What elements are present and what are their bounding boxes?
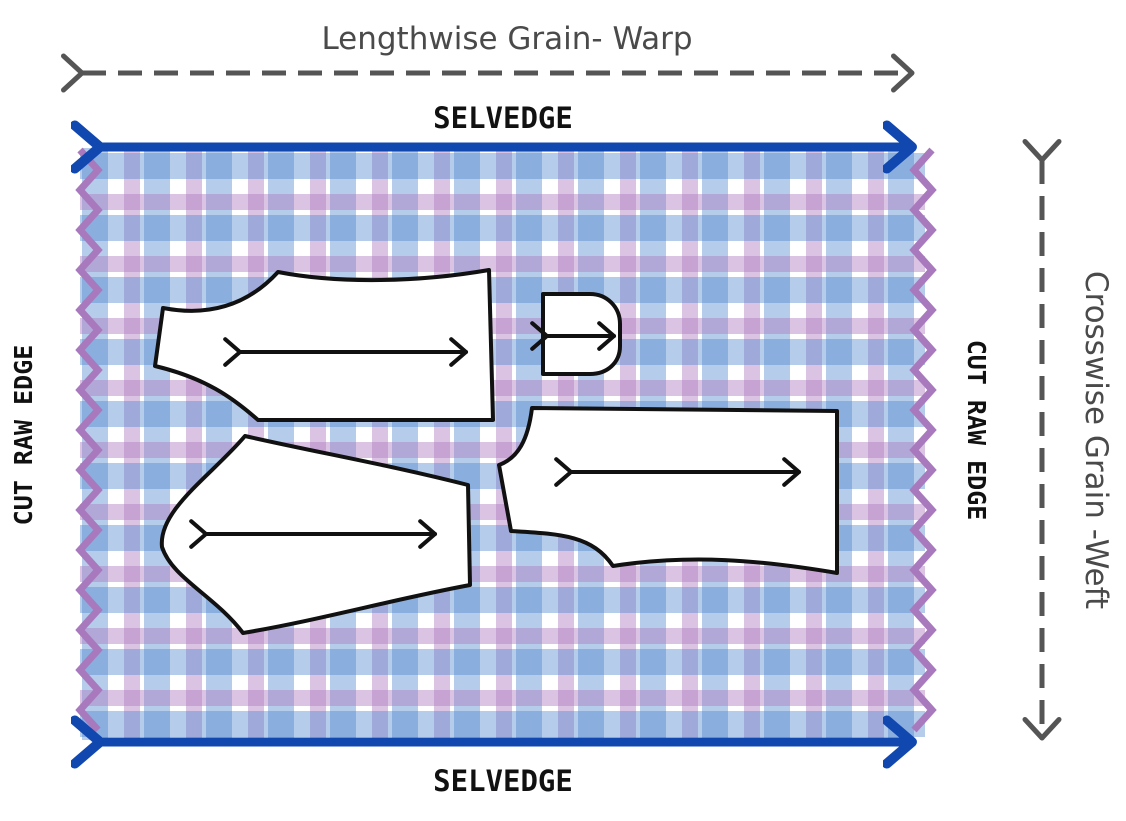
plaid-stripe-horizontal-purple (80, 256, 925, 272)
plaid-stripe-horizontal-purple (80, 628, 925, 644)
plaid-stripe-horizontal-blue (80, 277, 925, 303)
plaid-stripe-vertical-blue (144, 148, 170, 740)
plaid-stripe-vertical-blue (454, 148, 480, 740)
plaid-stripe-horizontal-blue (80, 649, 925, 675)
warp-label: Lengthwise Grain- Warp (321, 21, 692, 57)
plaid-stripe-horizontal-blue (80, 153, 925, 179)
right-piece (497, 406, 839, 575)
plaid-stripe-vertical-blue (888, 148, 914, 740)
selvedge-bottom-label: SELVEDGE (433, 764, 573, 798)
grainlines (189, 321, 802, 549)
selvedge-top-label: SELVEDGE (433, 101, 573, 135)
plaid-stripe-vertical-blue (206, 148, 232, 740)
raw-edge-right-zigzag (909, 147, 937, 733)
plaid-stripe-vertical-purple (496, 148, 512, 740)
plaid-stripe-vertical-purple (930, 148, 946, 740)
plaid-stripe-horizontal-blue (80, 215, 925, 241)
plaid-stripe-vertical-purple (124, 148, 140, 740)
plaid-stripe-vertical-purple (868, 148, 884, 740)
plaid-stripe-vertical-blue (392, 148, 418, 740)
raw-edge-right-label: CUT RAW EDGE (962, 340, 991, 521)
plaid-stripe-vertical-blue (330, 148, 356, 740)
plaid-stripe-horizontal-purple (80, 690, 925, 706)
raw-edge-left-zigzag (75, 147, 103, 733)
weft-label: Crosswise Grain -Weft (1078, 271, 1114, 609)
plaid-stripe-horizontal-blue (80, 711, 925, 737)
plaid-stripe-horizontal-purple (80, 194, 925, 210)
raw-edge-left-label: CUT RAW EDGE (9, 345, 38, 526)
